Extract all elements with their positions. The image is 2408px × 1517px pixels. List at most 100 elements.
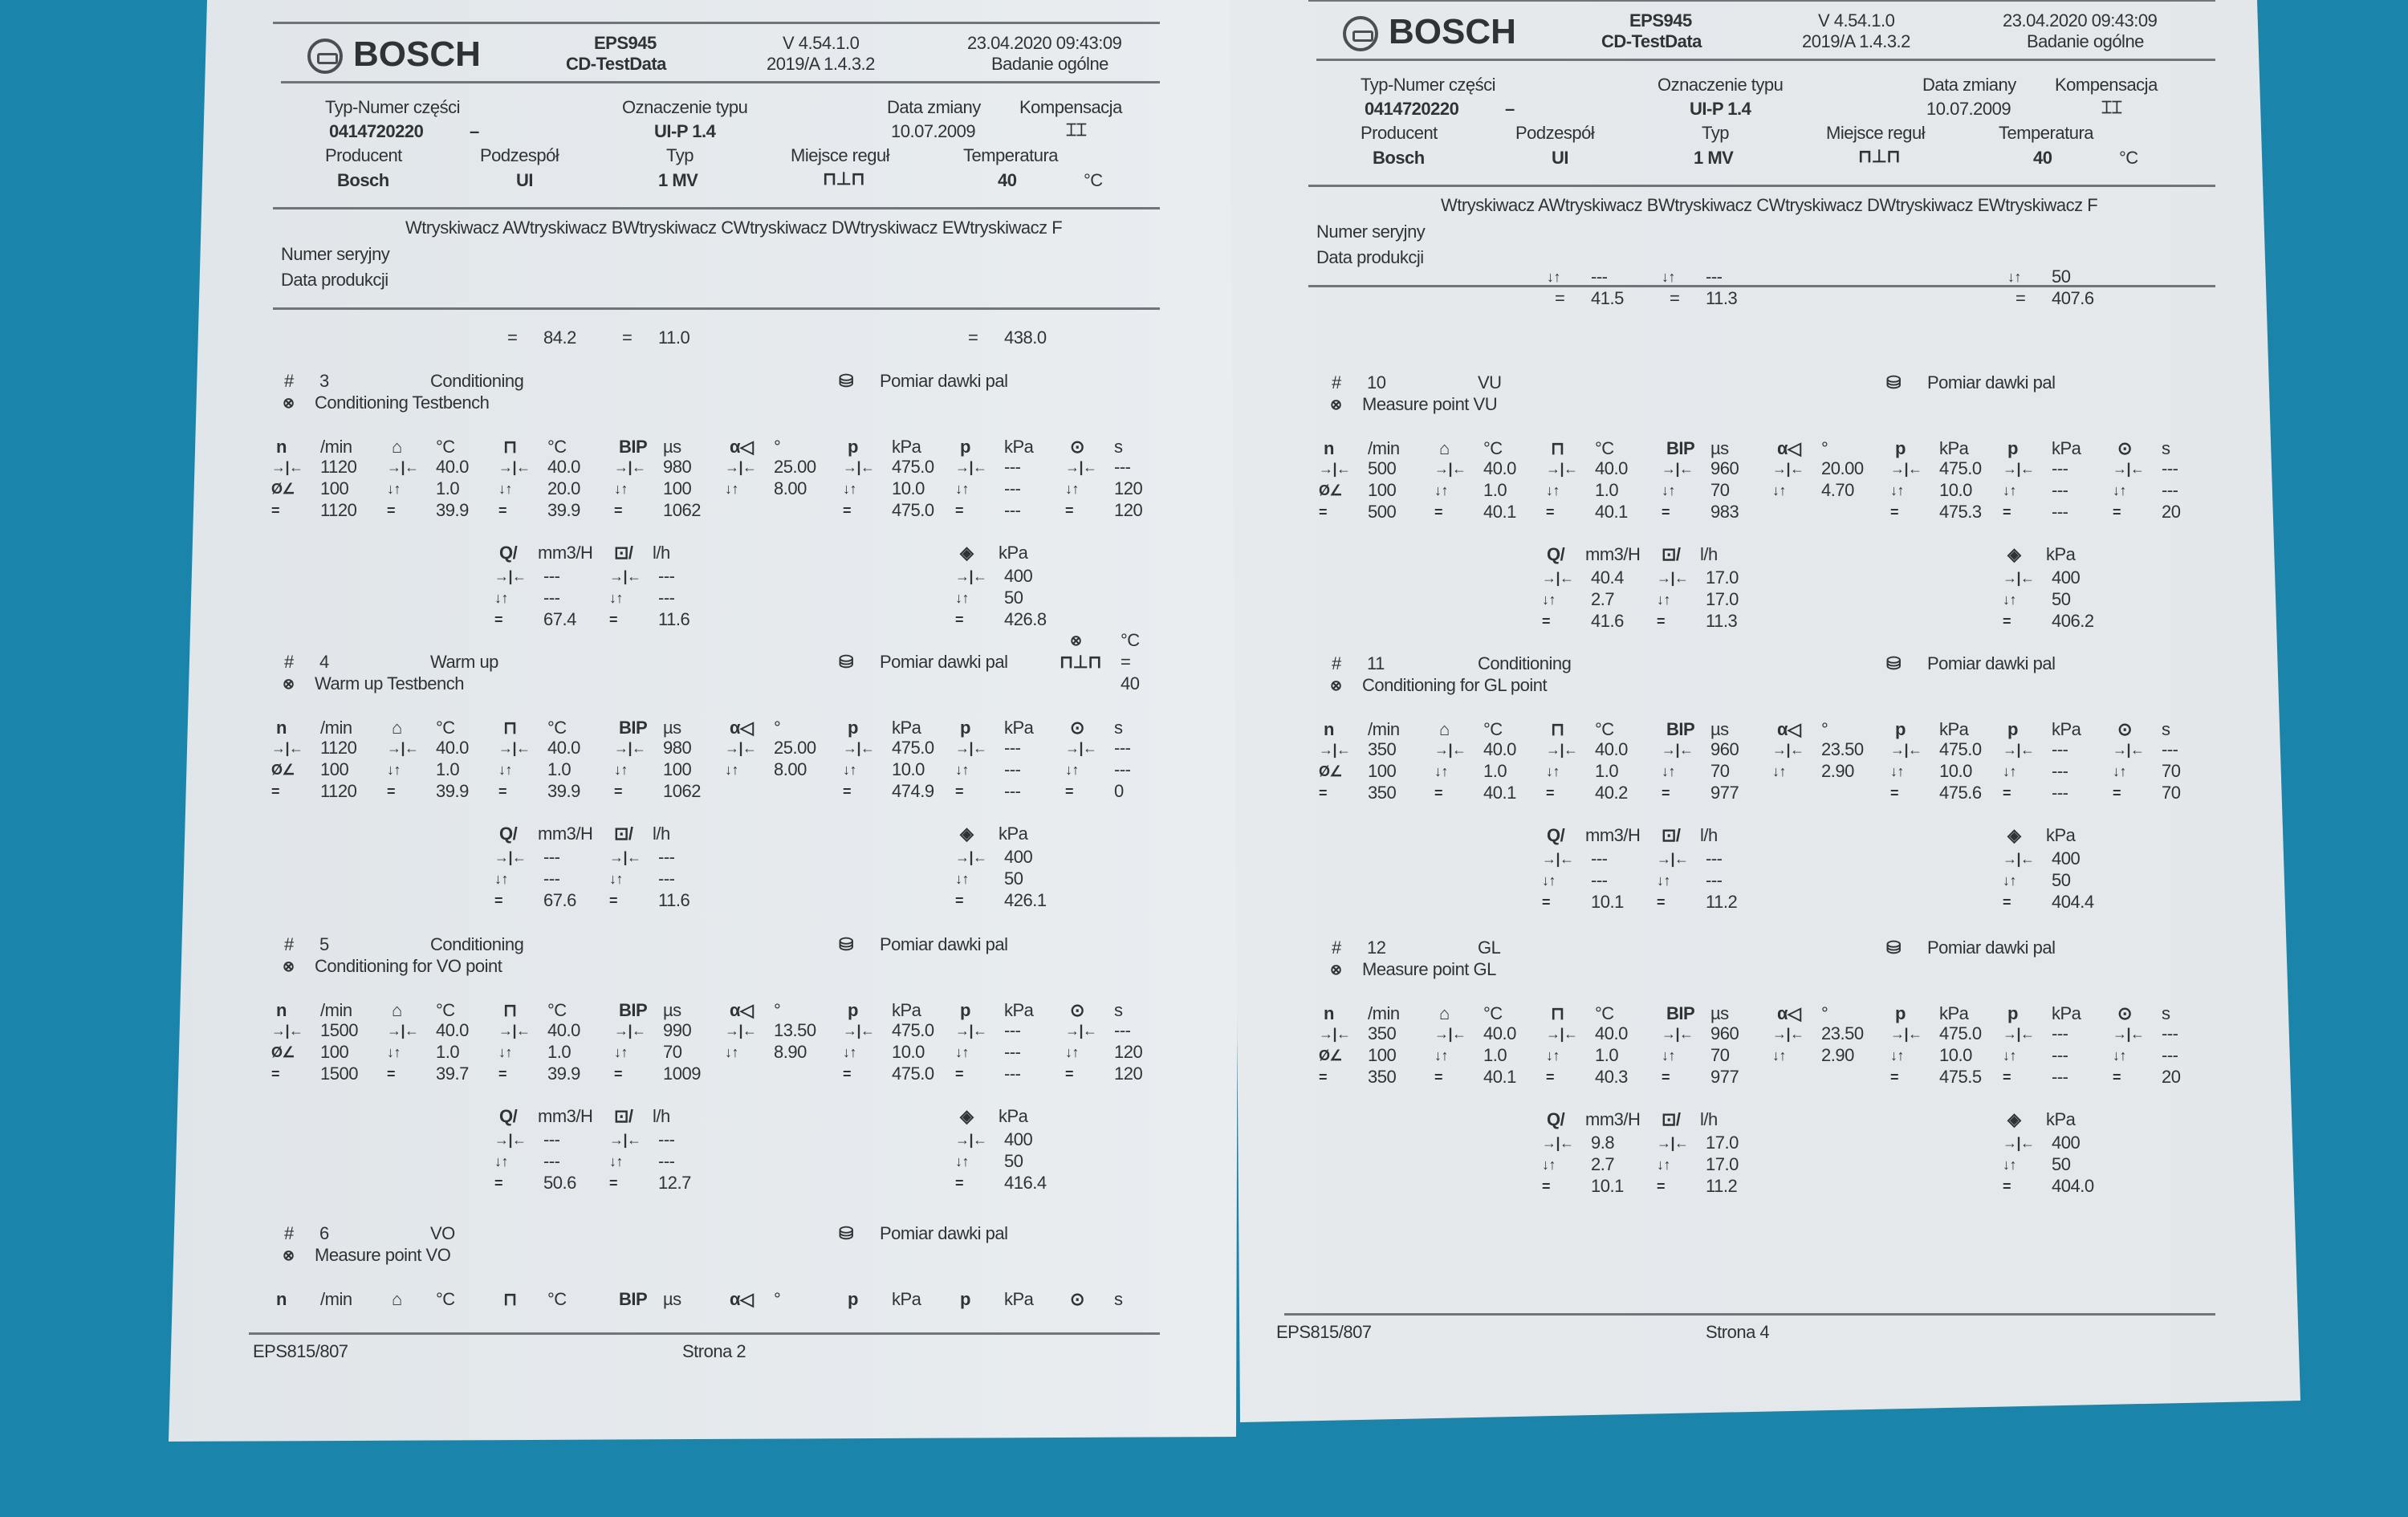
column-symbol: ⊡/ xyxy=(1662,1109,1681,1129)
tolerance-icon: ↓↑ xyxy=(614,481,628,497)
cell-value: 406.2 xyxy=(2052,611,2094,631)
actual-symbol: = xyxy=(1662,1069,1670,1085)
column-symbol: α◁ xyxy=(730,718,754,738)
cell-value: --- xyxy=(1004,738,1021,758)
column-symbol: ⊓ xyxy=(503,437,517,457)
tolerance-icon: ↓↑ xyxy=(2003,482,2017,498)
column-unit: mm3/H xyxy=(538,1106,593,1126)
cell-value: 40.0 xyxy=(1483,1023,1516,1043)
column-unit: µs xyxy=(663,1000,681,1020)
cell-value: 70 xyxy=(2162,783,2181,803)
actual-symbol: = xyxy=(622,327,633,348)
cell-value: 23.50 xyxy=(1821,1023,1864,1043)
partial-tolerance-value: --- xyxy=(1706,266,1723,287)
setpoint-icon: →|← xyxy=(955,459,987,475)
cell-value: 11.6 xyxy=(658,609,690,629)
tolerance-icon: ↓↑ xyxy=(609,590,624,606)
column-symbol: ◈ xyxy=(960,1106,974,1126)
column-symbol: Q/ xyxy=(499,1106,518,1126)
column-unit: mm3/H xyxy=(538,543,593,563)
extra-unit: °C xyxy=(1121,630,1140,650)
cell-value: --- xyxy=(1004,478,1021,498)
cell-value: --- xyxy=(543,1129,560,1149)
column-unit: °C xyxy=(1483,438,1503,458)
actual-symbol: = xyxy=(1546,1069,1555,1085)
tolerance-icon: ↓↑ xyxy=(1772,763,1787,779)
column-symbol: n xyxy=(276,437,287,457)
cell-value: --- xyxy=(1591,870,1608,890)
cell-value: 8.00 xyxy=(774,759,807,779)
tolerance-icon: ↓↑ xyxy=(1657,592,1671,608)
component-label: Podzespół xyxy=(480,145,559,165)
cell-value: 100 xyxy=(320,759,349,779)
column-symbol: α◁ xyxy=(730,1289,754,1309)
actual-symbol: = xyxy=(2003,894,2011,910)
cell-value: 8.90 xyxy=(774,1042,807,1062)
cell-value: --- xyxy=(543,588,560,608)
cell-value: 400 xyxy=(1004,1129,1033,1149)
column-symbol: ⌂ xyxy=(1439,1003,1450,1023)
cell-value: 40.0 xyxy=(1595,458,1628,478)
step-number-symbol: # xyxy=(1332,372,1341,392)
column-symbol: α◁ xyxy=(1777,438,1801,458)
tolerance-icon: ↓↑ xyxy=(387,762,401,778)
setpoint-icon: →|← xyxy=(725,1023,757,1039)
column-unit: kPa xyxy=(2046,1109,2076,1129)
column-unit: kPa xyxy=(892,437,921,457)
temperature-value: 40 xyxy=(2033,148,2052,168)
column-unit: /min xyxy=(320,718,352,738)
actual-symbol: = xyxy=(1662,785,1670,801)
compensation-icon: ⌶⌶ xyxy=(2101,97,2122,117)
setpoint-icon: →|← xyxy=(614,740,646,756)
column-symbol: BIP xyxy=(619,437,648,457)
tolerance-icon: Ø∠ xyxy=(271,762,295,778)
column-unit: µs xyxy=(1710,719,1729,739)
cell-value: 475.0 xyxy=(892,1064,934,1084)
column-unit: ° xyxy=(774,1289,781,1309)
fuel-measure-icon: ⛁ xyxy=(839,652,853,672)
cell-value: 40.0 xyxy=(547,457,580,477)
column-unit: kPa xyxy=(2046,544,2076,564)
cell-value: 13.50 xyxy=(774,1020,816,1040)
actual-symbol: = xyxy=(2003,785,2011,801)
step-icon: ⊗ xyxy=(1330,397,1342,413)
cell-value: 1120 xyxy=(320,738,357,758)
report-datetime: 23.04.2020 09:43:09 xyxy=(2003,10,2158,31)
serial-number-label: Numer seryjny xyxy=(1316,222,1426,242)
column-symbol: n xyxy=(1324,1003,1334,1023)
setpoint-icon: →|← xyxy=(1657,851,1689,867)
column-symbol: ⊡/ xyxy=(1662,825,1681,845)
setpoint-icon: →|← xyxy=(955,1023,987,1039)
column-symbol: p xyxy=(1895,1003,1906,1023)
cell-value: 12.7 xyxy=(658,1173,691,1193)
tolerance-icon: ↓↑ xyxy=(1890,1047,1905,1064)
product-name: EPS945 xyxy=(1629,10,1692,31)
change-date-value: 10.07.2009 xyxy=(891,121,976,141)
column-symbol: p xyxy=(2007,1003,2018,1023)
product-subtitle: CD-TestData xyxy=(566,54,666,74)
column-unit: /min xyxy=(1368,719,1400,739)
column-symbol: ⊙ xyxy=(1070,1000,1084,1020)
column-symbol: Q/ xyxy=(499,543,518,563)
column-unit: kPa xyxy=(1939,438,1969,458)
cell-value: 10.0 xyxy=(1939,1045,1972,1065)
column-unit: l/h xyxy=(1700,544,1718,564)
cell-value: 50 xyxy=(1004,588,1023,608)
column-unit: °C xyxy=(436,437,455,457)
column-unit: kPa xyxy=(892,1000,921,1020)
actual-symbol: = xyxy=(387,783,396,799)
software-revision: 2019/A 1.4.3.2 xyxy=(1802,31,1910,51)
actual-symbol: = xyxy=(494,1175,503,1191)
cell-value: 2.90 xyxy=(1821,761,1854,781)
setpoint-icon: →|← xyxy=(609,568,641,584)
step-icon: ⊗ xyxy=(1330,962,1342,978)
cell-value: 1.0 xyxy=(1595,761,1619,781)
setpoint-icon: →|← xyxy=(1319,461,1351,477)
column-unit: °C xyxy=(1595,1003,1614,1023)
cell-value: 41.6 xyxy=(1591,611,1624,631)
setpoint-icon: →|← xyxy=(1546,742,1578,758)
setpoint-icon: →|← xyxy=(271,1023,303,1039)
cell-value: 39.9 xyxy=(547,500,580,520)
column-unit: °C xyxy=(547,1289,567,1309)
